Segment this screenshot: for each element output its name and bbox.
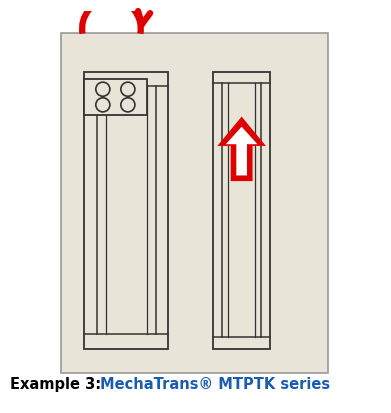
Text: MechaTrans® MTPTK series: MechaTrans® MTPTK series (100, 377, 330, 392)
Circle shape (121, 82, 135, 96)
Polygon shape (217, 116, 266, 181)
Circle shape (96, 82, 110, 96)
Circle shape (121, 98, 135, 112)
Bar (213, 71, 270, 349)
Bar (84, 79, 147, 115)
Polygon shape (226, 127, 257, 176)
Bar (84, 71, 168, 349)
Bar (61, 33, 328, 373)
Text: Example 3:: Example 3: (10, 377, 106, 392)
Circle shape (96, 98, 110, 112)
